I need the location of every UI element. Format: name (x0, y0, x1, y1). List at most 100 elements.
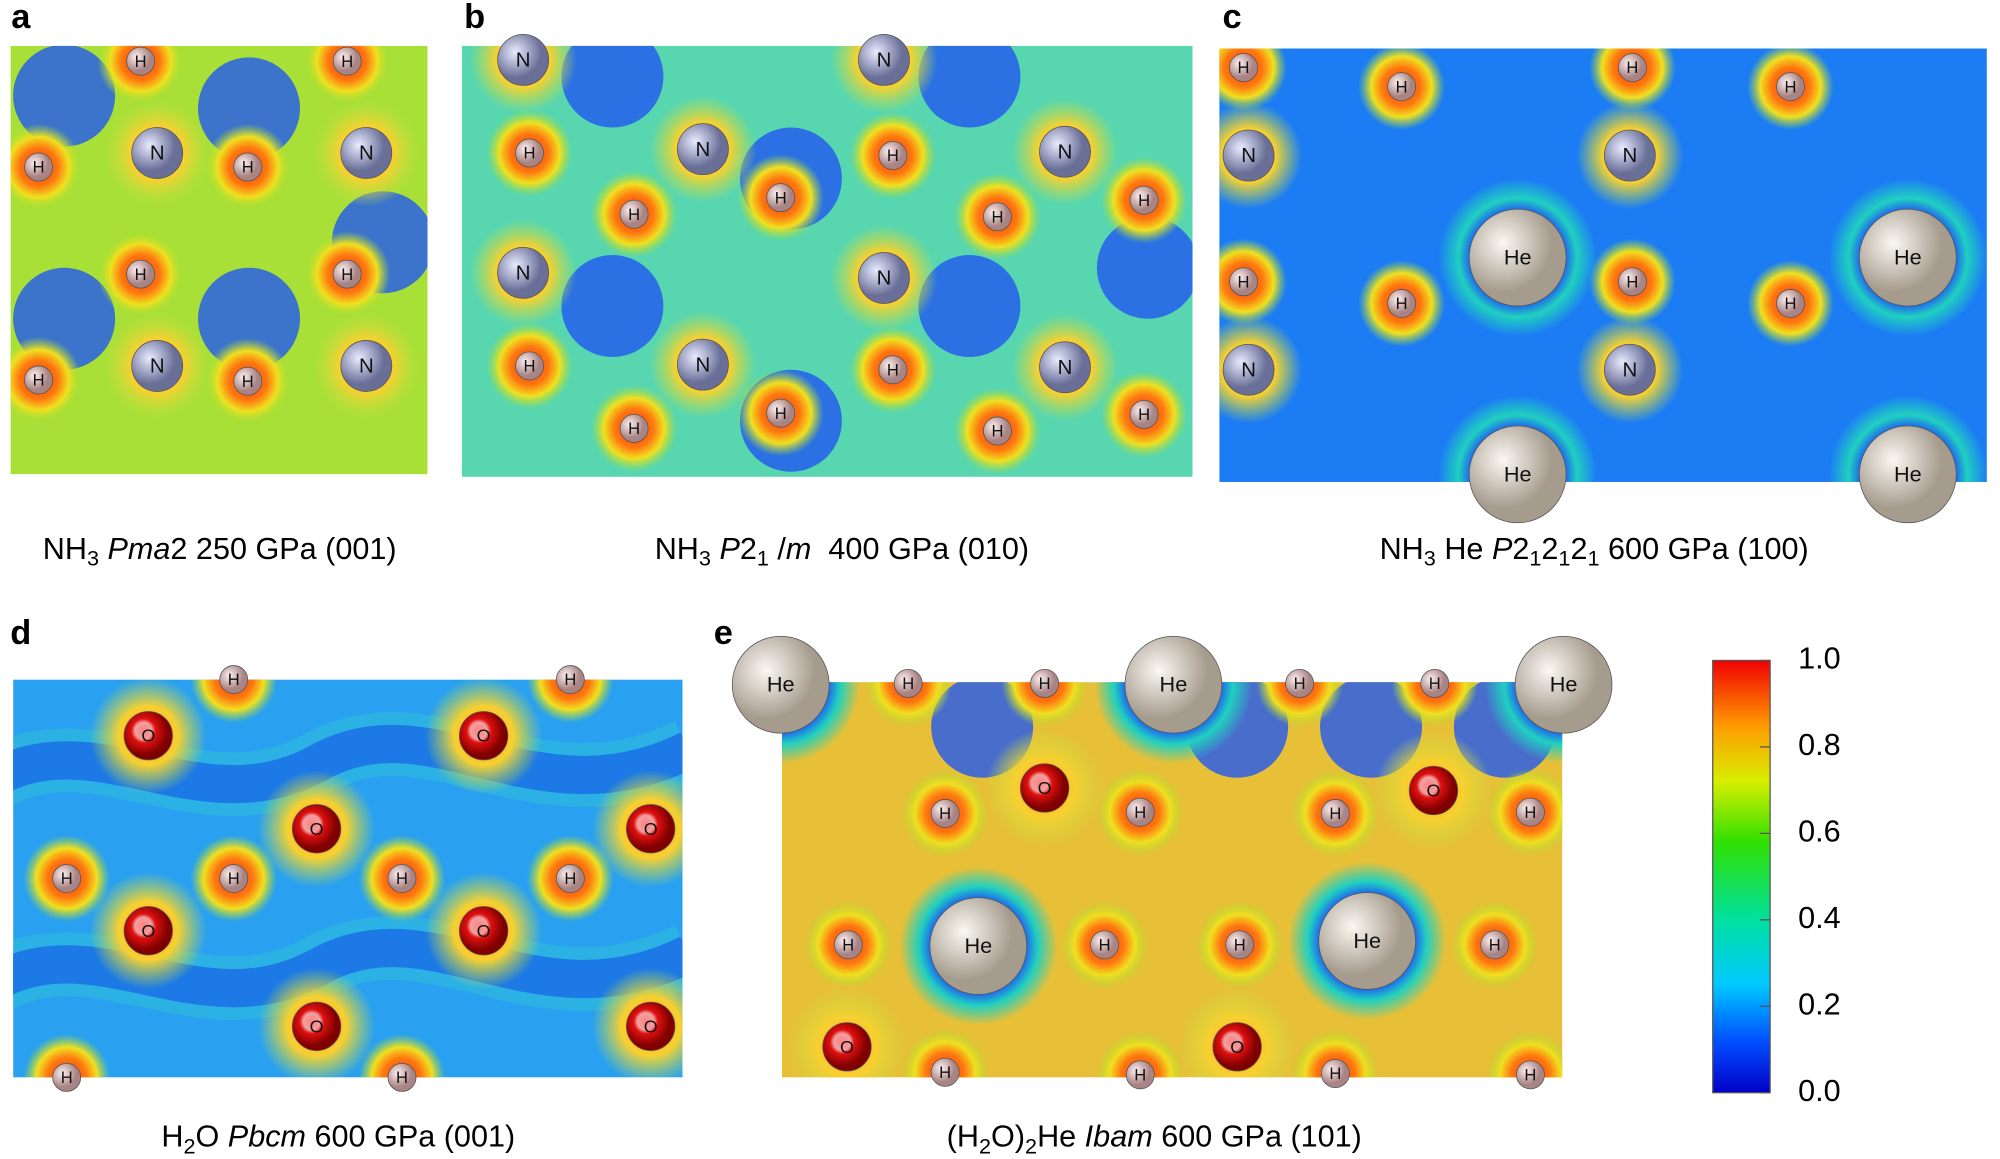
atom-label: H (242, 372, 254, 391)
atom-label: H (1234, 935, 1246, 954)
low-elf (13, 45, 116, 147)
elf-map (10, 45, 428, 475)
atom (52, 864, 82, 893)
atom (459, 711, 509, 761)
elf-glow (1391, 682, 1479, 727)
atom-label: H (1134, 1065, 1146, 1084)
atom-label: He (1160, 672, 1188, 697)
caption-part: He (1436, 532, 1492, 566)
caption-part: O (195, 1120, 227, 1154)
atom (1124, 635, 1223, 734)
atom-label: O (1038, 778, 1052, 798)
atom (766, 398, 796, 428)
atom-label: H (939, 804, 951, 823)
atom-label: N (359, 143, 374, 165)
atom (387, 864, 417, 893)
elf-glow (1001, 682, 1088, 727)
atom (930, 1057, 960, 1087)
atom (1468, 425, 1567, 524)
atom-label: H (842, 935, 854, 954)
atom-label: H (524, 357, 536, 376)
elf-glow (190, 679, 278, 723)
atom-label: H (1238, 58, 1250, 77)
caption: NH3 He P212121 600 GPa (100) (1380, 532, 1809, 571)
atom (1020, 763, 1070, 813)
atom-label: H (1138, 191, 1150, 210)
atom-label: H (1489, 935, 1501, 954)
elf-glow (901, 1028, 989, 1078)
atom-label: H (1238, 272, 1250, 291)
caption-part: 2 (183, 1133, 195, 1158)
atom (497, 34, 550, 86)
atom (1776, 72, 1805, 102)
elf-glow (1096, 1031, 1184, 1078)
atom-label: N (696, 354, 711, 376)
atom (219, 864, 249, 893)
atom (626, 804, 676, 854)
atom-label: H (991, 422, 1003, 441)
atom-label: H (1329, 804, 1341, 823)
atom-label: O (141, 726, 155, 746)
atom-label: H (524, 144, 536, 163)
elf-map (461, 45, 1193, 477)
elf-glow (23, 1034, 111, 1078)
caption-part: H (161, 1120, 183, 1154)
atom (555, 864, 585, 893)
atom-label: H (242, 158, 254, 177)
colorbar: 0.0 0.2 0.4 0.6 0.8 1.0 (1712, 642, 1841, 1108)
atom (1125, 797, 1155, 827)
atom (1776, 289, 1805, 318)
atom (1514, 635, 1613, 734)
atom (1480, 930, 1510, 960)
atom (387, 1062, 417, 1092)
atom (878, 355, 908, 385)
atom (858, 34, 910, 86)
atom (1229, 53, 1258, 82)
caption-part: / (769, 532, 786, 566)
atom-label: He (964, 933, 992, 958)
atom-label: He (1550, 672, 1578, 697)
tick-label: 0.0 (1798, 1074, 1841, 1108)
atom-label: H (1785, 77, 1797, 96)
atom (930, 799, 960, 828)
atom (766, 183, 796, 213)
atom-label: H (1626, 272, 1638, 291)
atom (1516, 797, 1545, 827)
caption: H2O Pbcm 600 GPa (001) (161, 1120, 515, 1159)
atom-label: H (1626, 58, 1638, 77)
atom-label: N (1058, 357, 1073, 379)
caption: (H2O)2He Ibam 600 GPa (101) (947, 1120, 1362, 1159)
atom-label: H (1524, 803, 1536, 822)
atom-label: H (1039, 674, 1051, 693)
atom (1129, 185, 1159, 215)
atom (340, 127, 393, 179)
caption-part: 2 (740, 532, 757, 566)
atom-label: N (877, 268, 892, 290)
caption-part: NH (1380, 532, 1424, 566)
atom (1603, 129, 1656, 182)
atom-label: O (1427, 781, 1441, 801)
atom (233, 366, 263, 396)
atom-label: H (1524, 1065, 1536, 1084)
elf-glow (358, 1034, 446, 1078)
atom-label: H (61, 1068, 73, 1087)
caption-part: NH (43, 532, 87, 566)
atom (131, 340, 184, 392)
atom-label: H (775, 404, 787, 423)
caption-part: 1 (1558, 545, 1570, 570)
caption-part: 3 (1424, 545, 1436, 570)
atom (1468, 208, 1567, 307)
atom-label: O (1230, 1037, 1244, 1057)
atom (1387, 72, 1417, 102)
caption-part: Ibam (1085, 1120, 1153, 1154)
atom (1039, 341, 1091, 394)
caption-part: 2 250 GPa (001) (170, 532, 396, 566)
atom (1030, 669, 1060, 698)
atom (677, 338, 729, 391)
caption-part: 400 GPa (010) (811, 532, 1029, 566)
atom-label: H (1134, 803, 1146, 822)
atom-label: H (1138, 405, 1150, 424)
atom-label: H (1396, 294, 1408, 313)
atom-label: H (991, 207, 1003, 226)
